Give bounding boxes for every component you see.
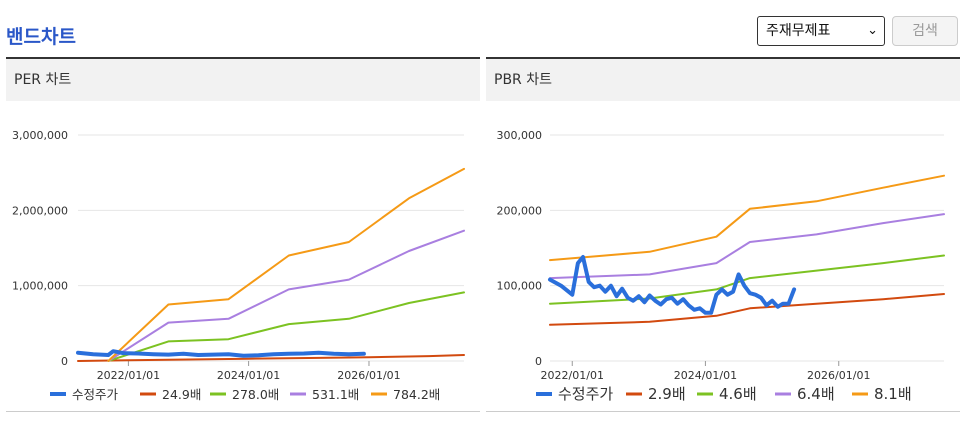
legend-label[interactable]: 수정주가	[72, 387, 119, 402]
price-series-line	[76, 349, 366, 358]
legend-label[interactable]: 수정주가	[558, 385, 613, 403]
legend-label[interactable]: 24.9배	[162, 387, 201, 402]
per-chart-panel: PER 차트 0 1,000,000 2,000,000 3,000,000 2022/…	[6, 57, 480, 412]
page-title: 밴드차트	[6, 26, 76, 48]
x-tick-label: 2024/01/01	[674, 369, 737, 382]
pbr-chart-title: PBR 차트	[486, 57, 960, 101]
y-tick-label: 300,000	[497, 129, 543, 142]
x-tick-label: 2022/01/01	[541, 369, 604, 382]
y-tick-label: 200,000	[497, 204, 543, 217]
band-series-line	[549, 213, 945, 280]
price-series-line	[548, 255, 797, 315]
pbr-chart: 0 100,000 200,000 300,000 2022/01/01 2024/01/…	[497, 129, 945, 403]
search-button[interactable]: 검색	[892, 16, 958, 46]
y-tick-label: 0	[61, 355, 68, 368]
legend-label[interactable]: 784.2배	[393, 387, 440, 402]
band-series-line	[107, 291, 465, 362]
band-series-line	[549, 293, 945, 326]
band-series-line	[107, 167, 465, 362]
band-series-line	[549, 174, 945, 262]
legend-label[interactable]: 4.6배	[719, 385, 757, 403]
chevron-down-icon: ⌄	[867, 23, 878, 38]
legend-label[interactable]: 2.9배	[648, 385, 686, 403]
x-tick-label: 2026/01/01	[337, 369, 400, 382]
legend-label[interactable]: 6.4배	[797, 385, 835, 403]
legend-label[interactable]: 278.0배	[232, 387, 279, 402]
band-series-line	[107, 229, 465, 362]
y-tick-label: 1,000,000	[12, 280, 68, 293]
statement-type-select[interactable]: 주재무제표 ⌄	[757, 16, 885, 46]
y-tick-label: 100,000	[497, 280, 543, 293]
band-series-line	[549, 254, 945, 305]
x-tick-label: 2024/01/01	[217, 369, 280, 382]
x-tick-label: 2026/01/01	[807, 369, 870, 382]
legend-label[interactable]: 8.1배	[874, 385, 912, 403]
y-tick-label: 2,000,000	[12, 204, 68, 217]
y-tick-label: 0	[535, 355, 542, 368]
band-series-line	[77, 354, 465, 362]
per-chart: 0 1,000,000 2,000,000 3,000,000 2022/01/01 20…	[12, 129, 465, 402]
x-tick-label: 2022/01/01	[97, 369, 160, 382]
y-tick-label: 3,000,000	[12, 129, 68, 142]
panel-divider	[6, 411, 480, 412]
statement-type-select-value: 주재무제표	[766, 23, 831, 39]
pbr-chart-panel: PBR 차트 0 100,000 200,000 300,000 2022/01/01 2…	[486, 57, 960, 412]
per-chart-title: PER 차트	[6, 57, 480, 101]
legend-label[interactable]: 531.1배	[312, 387, 359, 402]
panel-divider	[486, 411, 960, 412]
